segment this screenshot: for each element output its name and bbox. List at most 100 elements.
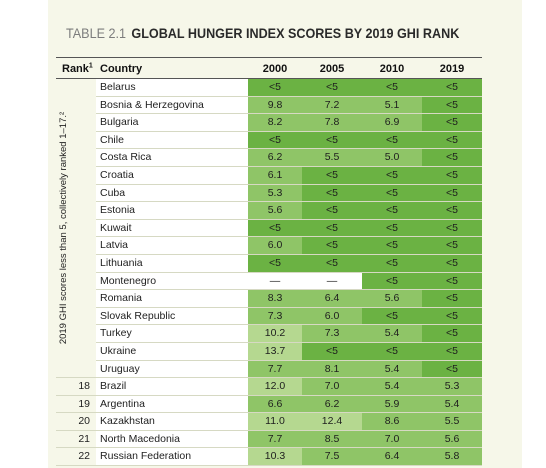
table-row: 22 Russian Federation 10.3 7.5 6.4 5.8 [56, 448, 482, 467]
score-cell-2010: 6.4 [362, 448, 422, 467]
country-cell: Estonia [96, 202, 248, 220]
table-title: TABLE 2.1 GLOBAL HUNGER INDEX SCORES BY 2… [66, 22, 459, 44]
header-rank-footnote: 1 [88, 62, 93, 70]
score-cell-2019: 5.8 [422, 448, 482, 467]
score-cell-2000: <5 [248, 131, 302, 150]
score-cell-2005: 7.5 [302, 448, 362, 467]
score-cell-2000: 5.6 [248, 202, 302, 220]
score-cell-2005: <5 [302, 219, 362, 238]
row-divider [96, 218, 482, 220]
score-cell-2010: <5 [362, 219, 422, 238]
score-cell-2019: <5 [422, 149, 482, 167]
score-cell-2000: 6.0 [248, 237, 302, 255]
score-cell-2000: 9.8 [248, 96, 302, 115]
row-divider [96, 201, 482, 203]
score-cell-2010: 7.0 [362, 430, 422, 449]
title-rule [56, 57, 482, 58]
row-divider [96, 324, 482, 326]
score-cell-2005: <5 [302, 79, 362, 97]
row-divider [96, 113, 482, 115]
table-row: Cuba 5.3 <5 <5 <5 [56, 184, 482, 203]
row-divider [96, 359, 482, 361]
score-cell-2019: <5 [422, 184, 482, 203]
score-cell-2005: 8.5 [302, 430, 362, 449]
row-divider [56, 377, 482, 379]
table-row: Costa Rica 6.2 5.5 5.0 <5 [56, 149, 482, 167]
score-cell-2000: 6.6 [248, 395, 302, 414]
row-divider [96, 289, 482, 291]
score-cell-2019: <5 [422, 79, 482, 97]
score-cell-2005: 6.0 [302, 307, 362, 326]
table-row: Ukraine 13.7 <5 <5 <5 [56, 342, 482, 361]
score-cell-2005: 7.3 [302, 325, 362, 343]
score-cell-2000: — [248, 272, 302, 291]
row-divider [96, 183, 482, 185]
score-cell-2019: <5 [422, 114, 482, 132]
rank-cell: 20 [78, 415, 90, 428]
score-cell-2000: 7.3 [248, 307, 302, 326]
header-rule [56, 78, 482, 79]
score-cell-2010: 5.4 [362, 378, 422, 396]
score-cell-2019: <5 [422, 202, 482, 220]
table-row: Bulgaria 8.2 7.8 6.9 <5 [56, 114, 482, 132]
header-2019: 2019 [439, 63, 465, 75]
table-row: Kuwait <5 <5 <5 <5 [56, 219, 482, 238]
table-row: Turkey 10.2 7.3 5.4 <5 [56, 325, 482, 343]
table-row: Bosnia & Herzegovina 9.8 7.2 5.1 <5 [56, 96, 482, 115]
score-cell-2000: <5 [248, 219, 302, 238]
score-cell-2019: <5 [422, 360, 482, 379]
score-cell-2005: 6.2 [302, 395, 362, 414]
score-cell-2019: <5 [422, 219, 482, 238]
score-cell-2010: <5 [362, 342, 422, 361]
country-cell: Romania [96, 290, 248, 308]
country-cell: Cuba [96, 184, 248, 203]
score-cell-2010: <5 [362, 307, 422, 326]
row-divider [96, 341, 482, 343]
score-cell-2000: 6.1 [248, 166, 302, 185]
score-cell-2000: 8.2 [248, 114, 302, 132]
score-cell-2019: 5.6 [422, 430, 482, 449]
country-cell: Russian Federation [96, 448, 248, 467]
score-cell-2010: 5.1 [362, 96, 422, 115]
score-cell-2019: 5.4 [422, 395, 482, 414]
score-cell-2010: <5 [362, 131, 422, 150]
row-divider [96, 95, 482, 97]
score-cell-2010: 5.6 [362, 290, 422, 308]
country-cell: Montenegro [96, 272, 248, 291]
country-cell: Bosnia & Herzegovina [96, 96, 248, 115]
table-row: Croatia 6.1 <5 <5 <5 [56, 166, 482, 185]
score-cell-2010: 5.0 [362, 149, 422, 167]
score-cell-2019: <5 [422, 272, 482, 291]
score-cell-2019: <5 [422, 307, 482, 326]
score-cell-2000: 13.7 [248, 342, 302, 361]
score-cell-2005: 5.5 [302, 149, 362, 167]
table-row: Chile <5 <5 <5 <5 [56, 131, 482, 150]
country-cell: Turkey [96, 325, 248, 343]
score-cell-2019: <5 [422, 325, 482, 343]
row-divider [56, 412, 482, 414]
score-cell-2000: <5 [248, 79, 302, 97]
rank-cell: 21 [78, 432, 90, 445]
score-cell-2005: <5 [302, 166, 362, 185]
country-cell: Kuwait [96, 219, 248, 238]
country-cell: Ukraine [96, 342, 248, 361]
row-divider [56, 447, 482, 449]
table-heading: GLOBAL HUNGER INDEX SCORES BY 2019 GHI R… [131, 25, 460, 41]
row-divider [96, 253, 482, 255]
score-cell-2010: 5.9 [362, 395, 422, 414]
row-divider [96, 148, 482, 150]
score-cell-2000: 7.7 [248, 360, 302, 379]
score-cell-2000: 5.3 [248, 184, 302, 203]
score-cell-2000: 10.2 [248, 325, 302, 343]
table-row: Romania 8.3 6.4 5.6 <5 [56, 290, 482, 308]
score-cell-2000: 8.3 [248, 290, 302, 308]
score-cell-2005: — [302, 272, 362, 291]
score-cell-2010: 5.4 [362, 360, 422, 379]
country-cell: Latvia [96, 237, 248, 255]
country-cell: North Macedonia [96, 430, 248, 449]
score-cell-2005: 7.2 [302, 96, 362, 115]
row-divider [56, 465, 482, 467]
score-cell-2005: <5 [302, 184, 362, 203]
score-cell-2000: 12.0 [248, 378, 302, 396]
score-cell-2005: 8.1 [302, 360, 362, 379]
